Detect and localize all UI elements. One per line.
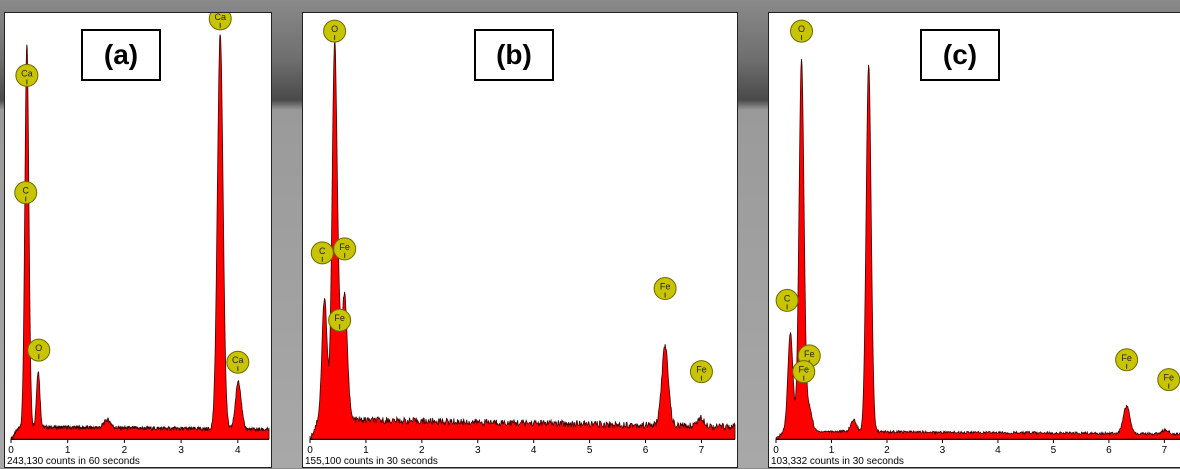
element-marker: Fe: [1115, 348, 1139, 372]
element-label: Fe: [339, 242, 350, 252]
x-tick-label: 0: [773, 445, 779, 456]
spectrum-panel-c: 0 1 2 3 4 5 6 7 O C Fe Fe Fe Fe (c) 103,332 counts in…: [768, 12, 1180, 468]
x-tick-label: 2: [122, 445, 128, 456]
panel-label-a: (a): [81, 29, 161, 81]
x-tick-label: 3: [940, 445, 946, 456]
element-label: Fe: [798, 365, 809, 375]
x-tick-label: 2: [419, 445, 425, 456]
x-tick-label: 5: [1051, 445, 1057, 456]
element-marker-circle: [27, 338, 51, 362]
element-marker-circle: [328, 308, 352, 332]
element-marker: C: [14, 181, 38, 205]
x-tick-label: 1: [829, 445, 835, 456]
element-label: O: [798, 24, 805, 34]
element-marker: O: [27, 338, 51, 362]
element-label: O: [331, 24, 338, 34]
element-marker-circle: [226, 350, 250, 374]
element-marker: Ca: [226, 350, 250, 374]
element-marker: Ca: [208, 13, 232, 31]
element-marker: Fe: [689, 360, 713, 384]
element-marker: C: [310, 241, 334, 265]
element-label: C: [784, 293, 791, 303]
x-tick-label: 2: [884, 445, 890, 456]
spectrum-area: [309, 38, 736, 440]
spectrum-panel-a: 0 1 2 3 4 Ca C O Ca Ca (a) 243,130 counts in 60 s…: [4, 12, 272, 468]
spectrum-area: [10, 34, 270, 440]
spectrum-area: [775, 58, 1180, 440]
x-tick-label: 5: [587, 445, 593, 456]
x-tick-label: 6: [643, 445, 649, 456]
panel-label-c: (c): [920, 29, 1000, 81]
panel-label-b: (b): [474, 29, 554, 81]
x-tick-label: 3: [178, 445, 184, 456]
x-tick-label: 6: [1106, 445, 1112, 456]
spectrum-chart-c: 0 1 2 3 4 5 6 7 O C Fe Fe Fe Fe: [773, 19, 1180, 456]
element-marker: Fe: [328, 308, 352, 332]
element-label: Ca: [21, 68, 33, 78]
x-tick-label: 1: [363, 445, 369, 456]
element-marker-circle: [208, 13, 232, 31]
element-marker-circle: [333, 237, 357, 261]
x-tick-label: 0: [307, 445, 313, 456]
element-label: Ca: [232, 355, 244, 365]
element-label: C: [319, 246, 326, 256]
element-label: O: [35, 343, 42, 353]
element-marker: O: [790, 19, 814, 43]
element-label: Ca: [214, 13, 226, 22]
element-label: Fe: [1164, 373, 1175, 383]
element-label: Fe: [660, 282, 671, 292]
counts-text-b: 155,100 counts in 30 seconds: [305, 456, 438, 467]
element-marker: Fe: [333, 237, 357, 261]
element-marker: Fe: [792, 360, 816, 384]
spectrum-chart-b: 0 1 2 3 4 5 6 7 O C Fe Fe Fe Fe: [307, 19, 736, 456]
x-tick-label: 4: [235, 445, 241, 456]
x-tick-label: 4: [995, 445, 1001, 456]
x-tick-label: 0: [8, 445, 14, 456]
x-tick-label: 3: [475, 445, 481, 456]
counts-text-a: 243,130 counts in 60 seconds: [7, 456, 140, 467]
element-marker: O: [323, 19, 347, 43]
element-marker-circle: [15, 63, 39, 87]
spectrum-chart-a: 0 1 2 3 4 Ca C O Ca Ca: [8, 13, 270, 456]
x-tick-label: 1: [65, 445, 71, 456]
element-marker-circle: [792, 360, 816, 384]
element-marker-circle: [323, 19, 347, 43]
x-tick-label: 7: [1162, 445, 1168, 456]
element-label: Fe: [804, 349, 815, 359]
element-label: Fe: [334, 313, 345, 323]
element-marker-circle: [310, 241, 334, 265]
element-marker-circle: [1115, 348, 1139, 372]
x-tick-label: 4: [531, 445, 537, 456]
element-marker: C: [775, 288, 799, 312]
element-marker: Fe: [1157, 368, 1180, 392]
element-marker-circle: [14, 181, 38, 205]
element-marker-circle: [689, 360, 713, 384]
x-tick-label: 7: [699, 445, 705, 456]
element-label: C: [22, 186, 29, 196]
element-marker-circle: [653, 277, 677, 301]
element-marker-circle: [775, 288, 799, 312]
spectrum-panel-b: 0 1 2 3 4 5 6 7 O C Fe Fe Fe Fe (b) 155,100 counts in…: [302, 12, 738, 468]
element-marker-circle: [790, 19, 814, 43]
element-marker: Ca: [15, 63, 39, 87]
counts-text-c: 103,332 counts in 30 seconds: [771, 456, 904, 467]
element-label: Fe: [696, 365, 707, 375]
element-marker: Fe: [653, 277, 677, 301]
element-label: Fe: [1121, 353, 1132, 363]
